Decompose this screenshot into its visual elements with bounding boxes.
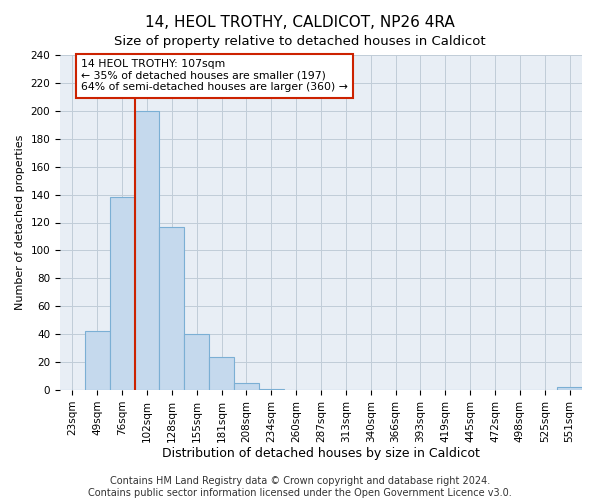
Bar [184,334,209,390]
Bar [234,383,259,390]
Text: Contains HM Land Registry data © Crown copyright and database right 2024.
Contai: Contains HM Land Registry data © Crown c… [88,476,512,498]
Bar [160,226,184,390]
Text: Size of property relative to detached houses in Caldicot: Size of property relative to detached ho… [114,35,486,48]
Text: 14, HEOL TROTHY, CALDICOT, NP26 4RA: 14, HEOL TROTHY, CALDICOT, NP26 4RA [145,15,455,30]
Bar [134,111,160,390]
Text: 14 HEOL TROTHY: 107sqm
← 35% of detached houses are smaller (197)
64% of semi-de: 14 HEOL TROTHY: 107sqm ← 35% of detached… [81,59,348,92]
Bar [259,388,284,390]
Bar [85,332,110,390]
X-axis label: Distribution of detached houses by size in Caldicot: Distribution of detached houses by size … [162,448,480,460]
Bar [209,356,234,390]
Y-axis label: Number of detached properties: Number of detached properties [15,135,25,310]
Bar [557,387,582,390]
Bar [110,198,134,390]
